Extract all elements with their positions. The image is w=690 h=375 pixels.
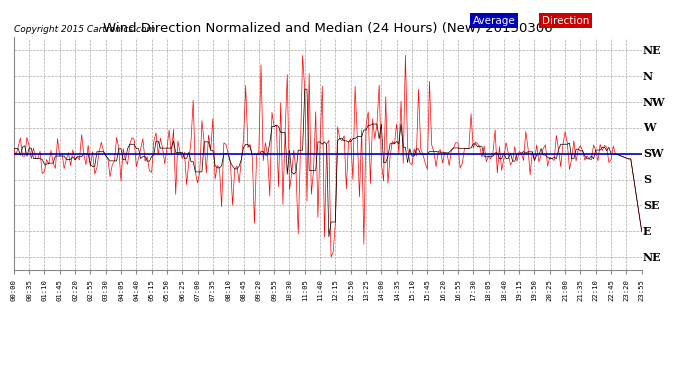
Text: Direction: Direction bbox=[542, 16, 589, 26]
Text: NE: NE bbox=[643, 252, 662, 262]
Text: E: E bbox=[643, 226, 651, 237]
Text: N: N bbox=[643, 71, 653, 82]
Text: SW: SW bbox=[643, 148, 664, 159]
Text: NE: NE bbox=[643, 45, 662, 56]
Title: Wind Direction Normalized and Median (24 Hours) (New) 20150306: Wind Direction Normalized and Median (24… bbox=[103, 22, 553, 35]
Text: W: W bbox=[643, 122, 656, 134]
Text: Average: Average bbox=[473, 16, 515, 26]
Text: NW: NW bbox=[643, 97, 666, 108]
Text: S: S bbox=[643, 174, 651, 185]
Text: SE: SE bbox=[643, 200, 660, 211]
Text: Copyright 2015 Cartronics.com: Copyright 2015 Cartronics.com bbox=[14, 25, 155, 34]
